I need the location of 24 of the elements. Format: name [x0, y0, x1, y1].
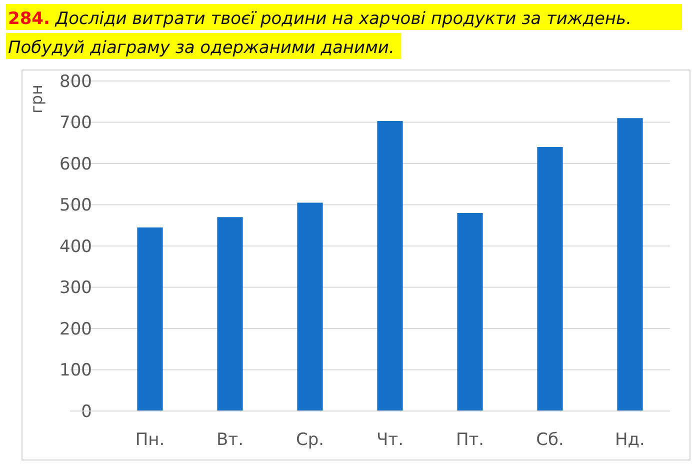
- bar: [137, 227, 163, 411]
- y-tick-label: 400: [60, 236, 92, 257]
- x-tick-label: Пт.: [456, 430, 484, 450]
- y-tick-label: 300: [60, 278, 92, 298]
- y-axis-title: грн: [27, 84, 46, 114]
- bar: [537, 147, 563, 411]
- x-tick-label: Вт.: [216, 430, 244, 450]
- bar: [297, 202, 323, 411]
- y-tick-label: 700: [60, 113, 92, 134]
- x-tick-label: Чт.: [376, 430, 404, 450]
- bar: [617, 118, 643, 411]
- chart-title: 284. Досліди витрати твоєї родини на харчові продукти за тиждень. Побудуй діаграму за одержаними даними.: [8, 9, 632, 58]
- x-tick-label: Сб.: [536, 430, 564, 450]
- x-tick-label: Ср.: [296, 430, 324, 450]
- y-tick-label: 500: [60, 196, 92, 216]
- y-tick-label: 200: [60, 319, 92, 340]
- y-tick-label: 100: [60, 360, 92, 381]
- y-tick-label: 600: [60, 154, 92, 174]
- x-tick-label: Нд.: [615, 430, 645, 450]
- bar: [217, 217, 243, 411]
- y-tick-label: 800: [60, 72, 92, 92]
- bar: [377, 121, 403, 411]
- bar: [457, 213, 483, 411]
- x-tick-label: Пн.: [135, 430, 165, 450]
